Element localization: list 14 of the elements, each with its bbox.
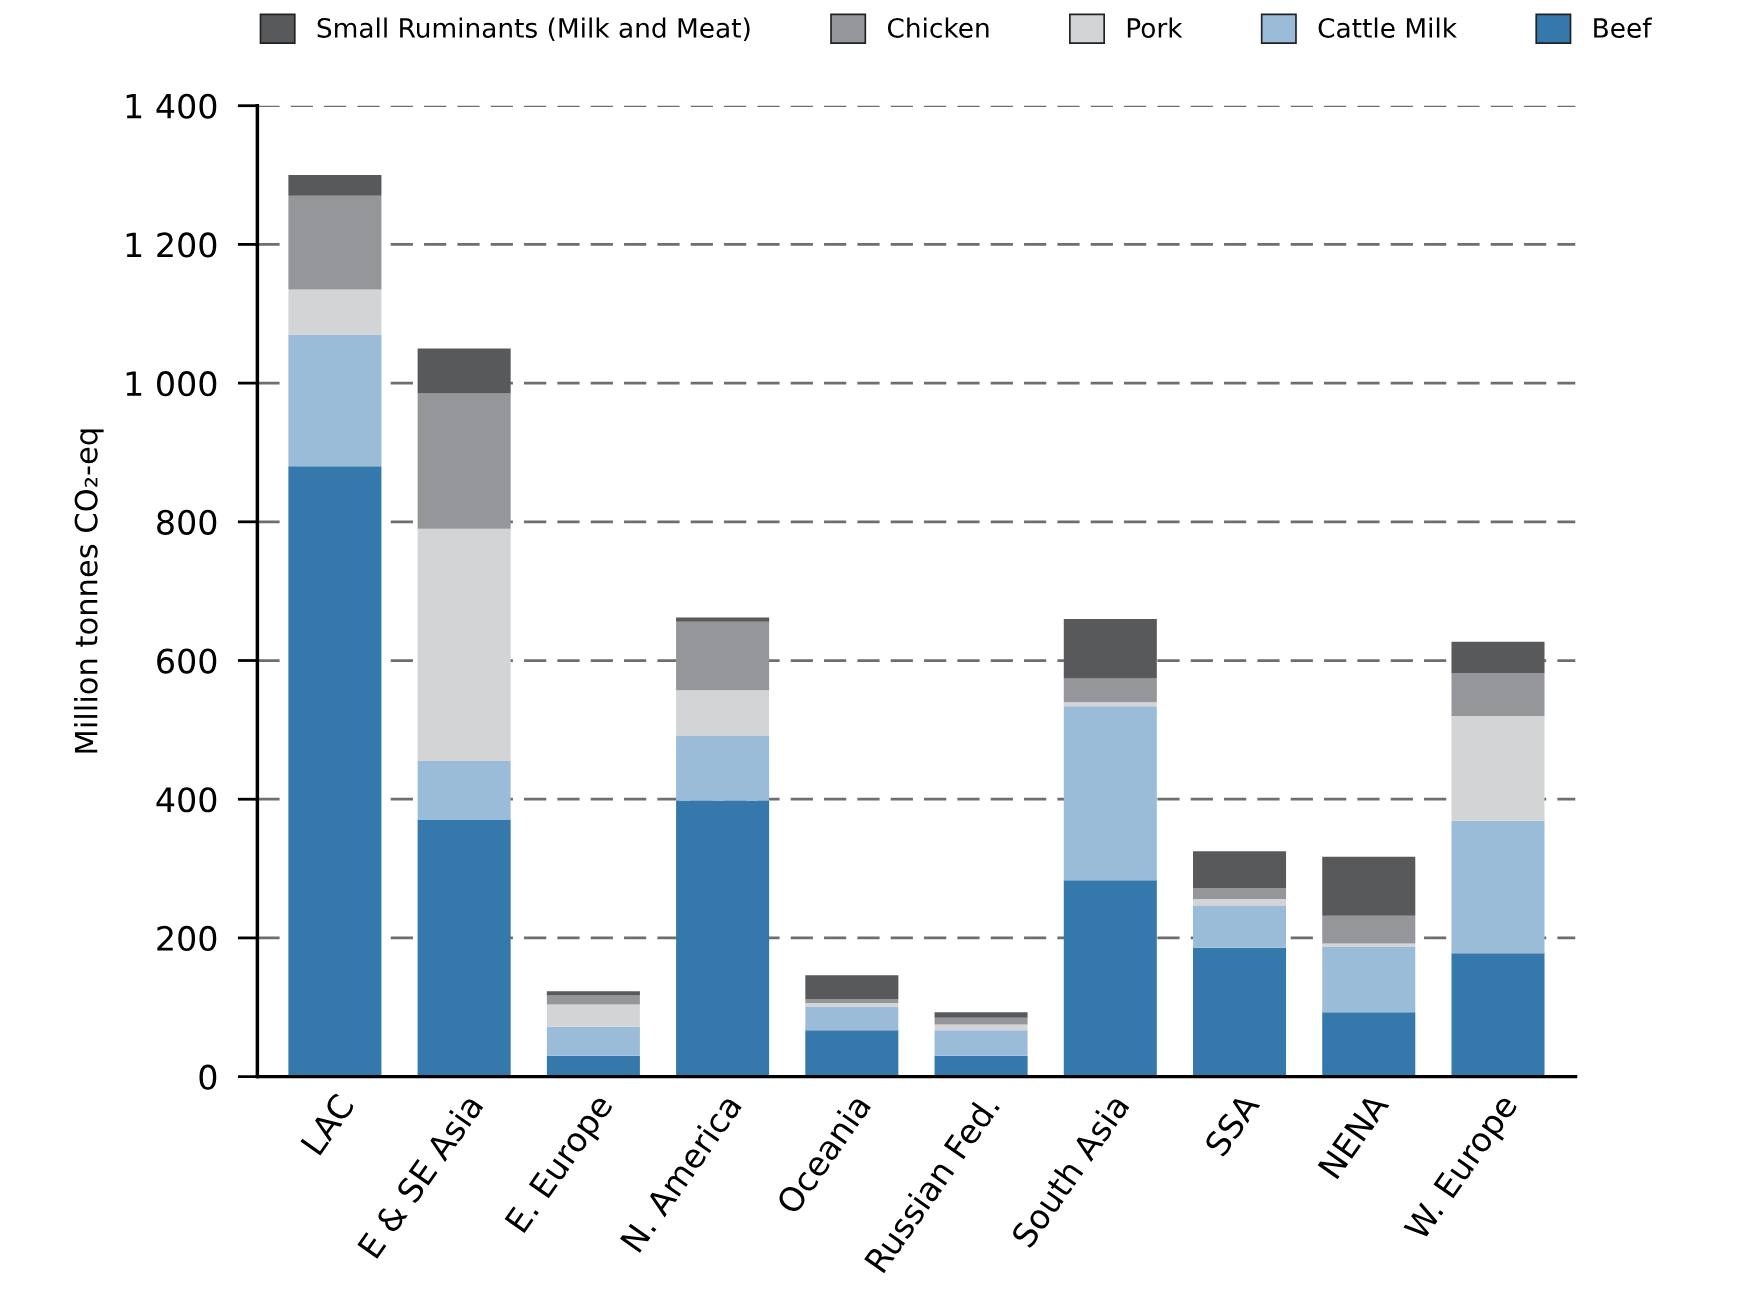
y-axis-title: Million tonnes CO₂-eq [74, 429, 104, 753]
legend-label: Chicken [887, 17, 989, 38]
legend-label: Beef [1594, 17, 1652, 38]
legend-label: Small Ruminants (Milk and Meat) [317, 17, 750, 42]
y-tick-label: 400 [156, 787, 217, 813]
y-tick-label: 200 [157, 925, 217, 952]
y-tick-label: 1 400 [126, 93, 217, 119]
y-tick-label: 1 000 [126, 371, 217, 397]
legend-label: Cattle Milk [1318, 17, 1457, 38]
y-tick-label: 600 [157, 648, 217, 674]
y-tick-label: 0 [199, 1064, 217, 1090]
y-tick-label: 800 [157, 509, 217, 535]
y-tick-label: 1 200 [126, 232, 217, 258]
legend-label: Pork [1127, 17, 1183, 38]
